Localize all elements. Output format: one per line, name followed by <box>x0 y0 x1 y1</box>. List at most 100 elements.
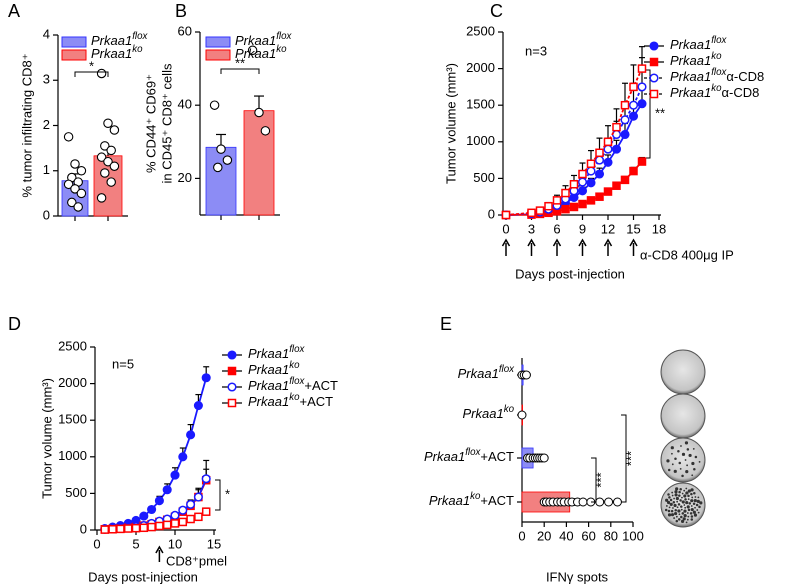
category-label: Prkaa1flox <box>458 364 516 381</box>
treatment-label: CD8⁺pmel <box>166 553 227 568</box>
marker <box>527 208 536 218</box>
well-spot <box>672 507 674 509</box>
legend-marker <box>227 350 237 360</box>
legend-label-part: Prkaa1 <box>670 53 711 68</box>
x-tick-label: 0 <box>518 528 525 543</box>
well-spot <box>667 493 670 496</box>
significance-bracket <box>74 71 109 77</box>
well-spot <box>694 455 698 459</box>
well-spot <box>683 513 687 518</box>
y-axis-label: Tumor volume (mm³) <box>443 63 458 184</box>
well-spot <box>683 509 687 513</box>
marker <box>603 187 613 196</box>
well-spot <box>670 509 674 513</box>
well-spot <box>677 518 681 521</box>
y-axis-label: Tumor volume (mm³) <box>39 378 54 499</box>
significance: *** <box>623 451 638 466</box>
well-spot <box>685 487 688 490</box>
legend-label: Prkaa1ko <box>91 44 143 61</box>
well-spot <box>692 510 696 514</box>
x-tick-label: 60 <box>581 528 595 543</box>
treatment-arrow <box>578 238 587 256</box>
marker <box>603 157 613 167</box>
well-spot <box>685 470 689 474</box>
marker <box>194 512 203 522</box>
well-spot <box>689 512 693 515</box>
well-spot <box>665 505 668 507</box>
marker <box>629 166 638 176</box>
treatment-label: α-CD8 400μg IP <box>640 247 734 262</box>
legend-swatch <box>205 49 231 61</box>
well-spot <box>669 502 673 506</box>
marker <box>586 196 596 205</box>
data-point <box>103 118 113 128</box>
marker <box>116 524 125 534</box>
data-point <box>595 497 605 507</box>
well-spot <box>687 494 690 498</box>
well-spot <box>679 467 682 470</box>
data-point <box>63 179 74 190</box>
bar <box>205 146 237 216</box>
marker <box>637 64 647 73</box>
well-spot <box>693 468 696 471</box>
well-spot <box>666 459 670 463</box>
legend-label-part: Prkaa1 <box>670 69 711 84</box>
well-spot <box>681 474 684 478</box>
marker <box>603 137 613 147</box>
marker <box>170 470 180 480</box>
legend-label: Prkaa1floxα-CD8 <box>670 67 764 84</box>
marker <box>155 521 164 531</box>
well-spot <box>692 447 695 450</box>
y-tick-label: 2000 <box>466 60 495 75</box>
well-spot <box>694 506 696 509</box>
marker <box>178 452 188 462</box>
well-spot <box>680 515 683 519</box>
marker <box>637 99 647 109</box>
marker <box>147 522 156 532</box>
data-point <box>260 126 271 136</box>
legend-label-part: Prkaa1 <box>670 37 711 52</box>
significance-bracket <box>591 457 597 503</box>
well-spot <box>686 505 690 509</box>
well-spot <box>699 501 703 505</box>
y-tick-label: 2 <box>43 117 50 132</box>
well-spot <box>697 511 700 514</box>
panel-letter: E <box>440 314 452 334</box>
y-tick-label: 500 <box>473 170 495 185</box>
well-spot <box>687 498 690 501</box>
data-point <box>521 370 531 380</box>
well-spot <box>675 515 678 518</box>
marker <box>612 181 621 190</box>
x-tick-label: 0 <box>502 221 509 236</box>
well-spot <box>687 515 690 518</box>
legend-label-part: flox <box>289 344 305 355</box>
legend-marker <box>649 73 659 83</box>
legend-label-part: ko <box>132 44 143 55</box>
x-axis-label: IFNγ spots <box>546 569 609 584</box>
n-label: n=3 <box>525 43 547 58</box>
well-spot <box>686 448 690 451</box>
data-point <box>96 193 107 203</box>
category-label-part: flox <box>499 364 515 375</box>
y-axis-label: % CD44⁺ CD69⁺ <box>143 74 158 173</box>
panel-letter: D <box>8 314 21 334</box>
y-tick-label: 20 <box>178 170 192 185</box>
well-spot <box>698 505 701 509</box>
marker <box>578 199 587 209</box>
well-spot <box>687 489 691 493</box>
well-spot <box>674 490 678 494</box>
marker <box>620 100 630 110</box>
y-tick-label: 2000 <box>58 375 87 390</box>
y-tick-label: 2500 <box>466 23 495 38</box>
data-point <box>213 162 223 173</box>
legend-label: Prkaa1flox <box>91 31 149 48</box>
data-point <box>247 45 258 56</box>
x-tick-label: 5 <box>132 536 139 551</box>
well-spot <box>686 464 689 467</box>
legend-label-part: α-CD8 <box>726 69 764 84</box>
well-spot <box>681 492 684 495</box>
treatment-arrow <box>527 238 536 256</box>
marker <box>201 474 211 484</box>
marker <box>628 100 639 110</box>
legend-label: Prkaa1flox <box>235 31 293 48</box>
